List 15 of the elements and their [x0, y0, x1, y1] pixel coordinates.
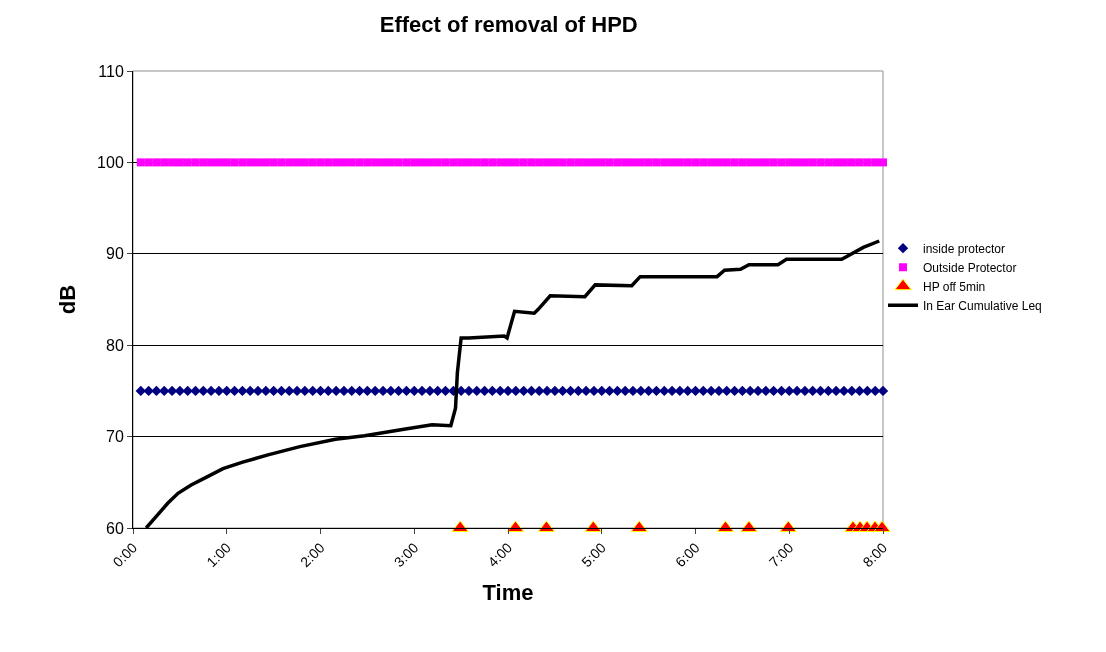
- y-tick-label: 70: [106, 428, 124, 446]
- legend-label: HP off 5min: [923, 279, 986, 294]
- x-tick-label: 4:00: [484, 539, 516, 571]
- y-tick-label: 100: [97, 154, 124, 171]
- legend-label: In Ear Cumulative Leq: [923, 298, 1042, 313]
- y-tick-label: 60: [106, 519, 124, 537]
- legend-label: Outside Protector: [923, 260, 1017, 275]
- y-axis-title: dB: [54, 284, 80, 315]
- y-tick-label: 110: [98, 62, 124, 80]
- x-axis-title: Time: [482, 580, 534, 606]
- legend-label: inside protector: [923, 241, 1006, 256]
- chart-title: Effect of removal of HPD: [379, 11, 638, 37]
- y-tick-label: 80: [106, 336, 124, 354]
- y-tick-label: 90: [106, 245, 124, 263]
- x-tick-label: 7:00: [765, 539, 797, 571]
